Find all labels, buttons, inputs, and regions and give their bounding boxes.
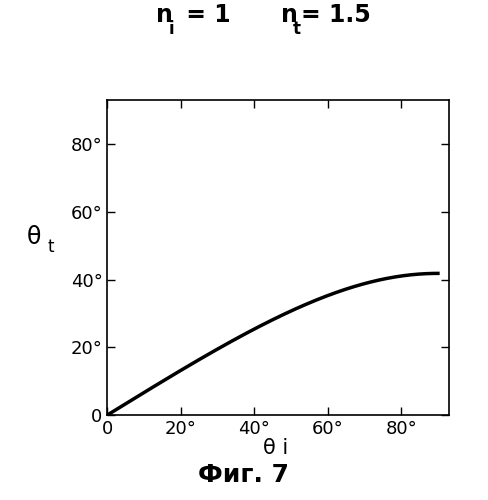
Text: t: t xyxy=(293,20,301,38)
Text: θ i: θ i xyxy=(263,438,288,458)
Text: n: n xyxy=(156,4,173,28)
Text: = 1: = 1 xyxy=(178,4,231,28)
Text: θ: θ xyxy=(27,226,41,250)
Text: i: i xyxy=(168,20,174,38)
Text: = 1.5: = 1.5 xyxy=(301,4,371,28)
Text: Фиг. 7: Фиг. 7 xyxy=(199,464,289,487)
Text: n: n xyxy=(281,4,298,28)
Text: t: t xyxy=(48,238,55,256)
